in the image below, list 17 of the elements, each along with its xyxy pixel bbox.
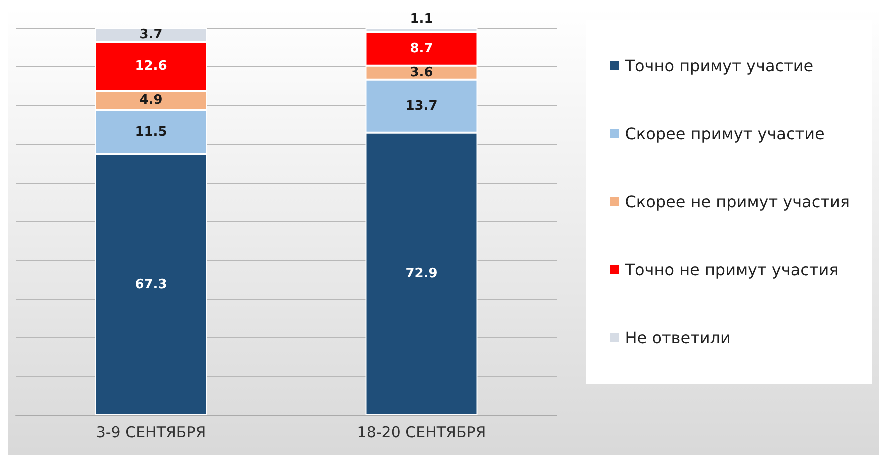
legend-label: Скорее не примут участия (625, 192, 850, 212)
data-label: 1.1 (410, 12, 434, 27)
data-label: 4.9 (140, 93, 163, 108)
x-tick-label: 3-9 СЕНТЯБРЯ (96, 424, 206, 442)
data-label: 72.9 (406, 266, 438, 282)
legend-label: Не ответили (625, 328, 731, 348)
legend-label: Точно не примут участия (624, 260, 839, 280)
data-label: 11.5 (135, 124, 168, 140)
data-label: 3.7 (140, 28, 163, 43)
data-label: 8.7 (410, 42, 434, 57)
data-label: 67.3 (135, 277, 168, 292)
legend-label: Точно примут участие (624, 56, 814, 76)
data-label: 12.6 (135, 59, 168, 74)
legend-label: Скорее примут участие (625, 124, 825, 144)
x-tick-label: 18-20 СЕНТЯБРЯ (357, 424, 486, 442)
data-label: 13.7 (406, 98, 438, 114)
data-label: 3.6 (410, 65, 434, 80)
